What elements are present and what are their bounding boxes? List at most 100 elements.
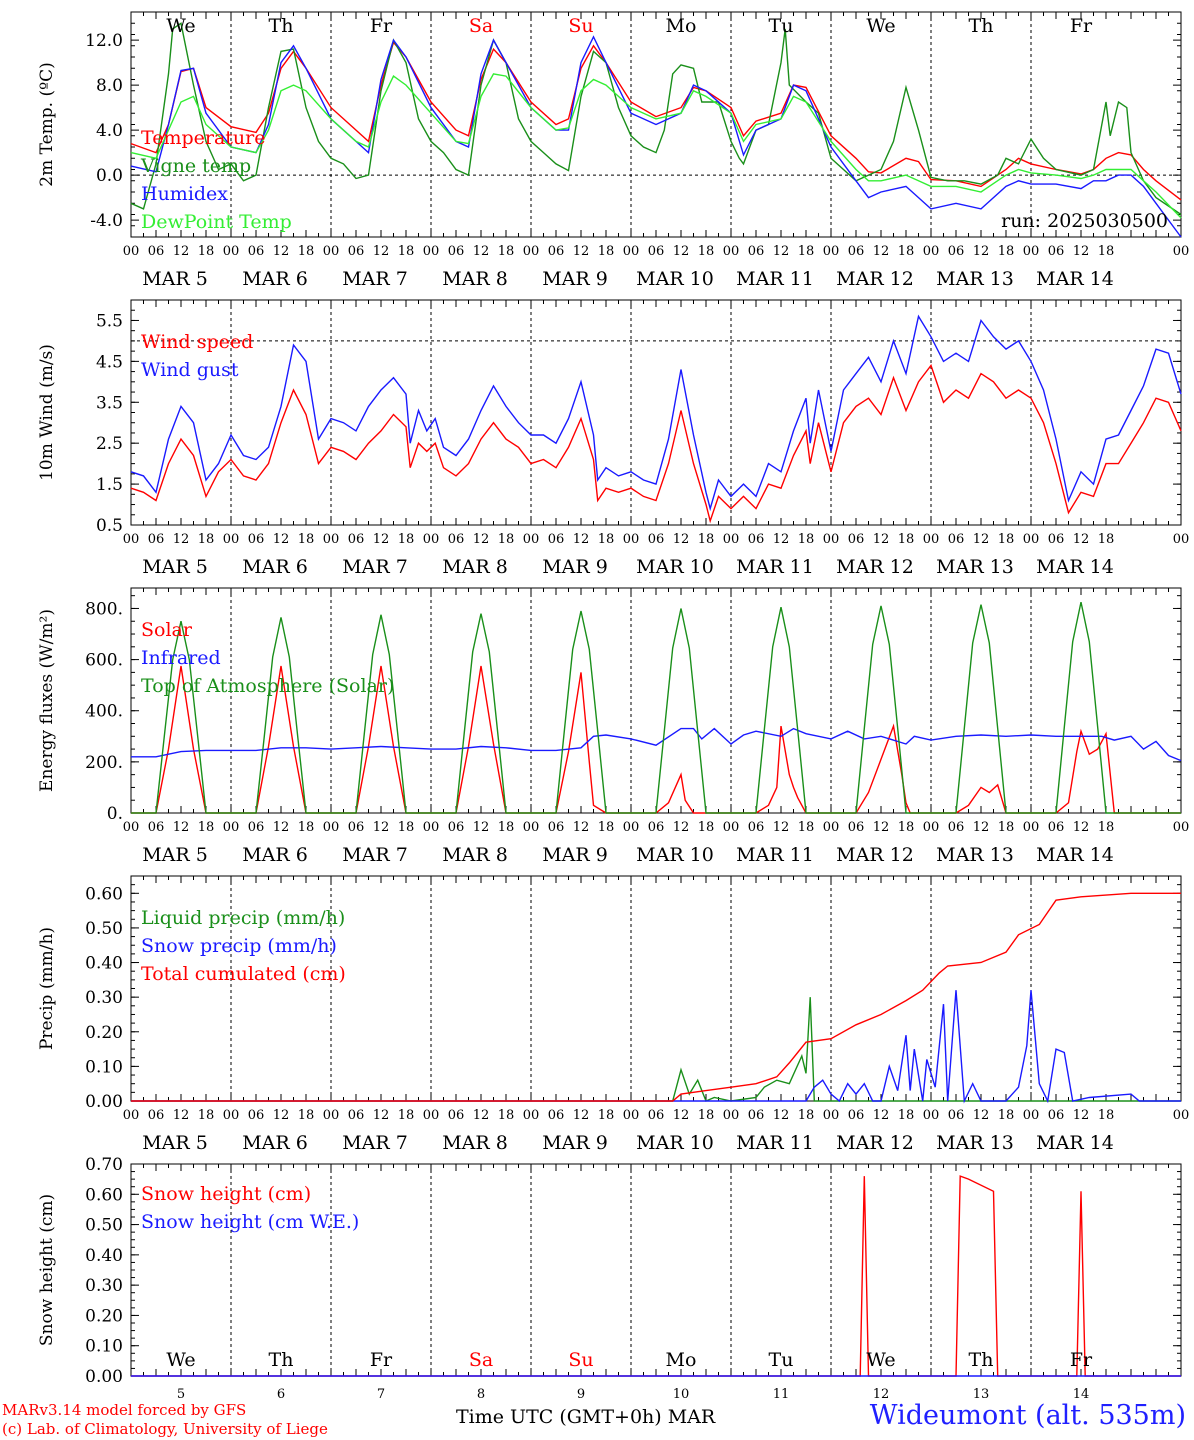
hour-tick-label: 06 — [1048, 820, 1065, 835]
date-number: 12 — [873, 1387, 890, 1402]
date-label: MAR 9 — [542, 268, 608, 290]
y-tick-label: 0.60 — [85, 884, 123, 904]
hour-tick-label: 00 — [423, 532, 440, 547]
y-tick-label: 0.50 — [85, 919, 123, 939]
date-label: MAR 7 — [342, 556, 408, 578]
y-tick-label: 5.5 — [96, 311, 123, 331]
hour-tick-label: 00 — [1023, 532, 1040, 547]
legend-label: Snow height (cm) — [141, 1183, 311, 1205]
hour-tick-label: 18 — [1098, 532, 1115, 547]
y-tick-label: 600. — [85, 651, 123, 671]
date-label: MAR 6 — [242, 556, 308, 578]
hour-tick-label: 00 — [523, 244, 540, 259]
y-tick-label: 2.5 — [96, 434, 123, 454]
hour-tick-label: 12 — [273, 532, 290, 547]
series-line-humidex — [130, 35, 1182, 238]
hour-tick-label: 18 — [198, 532, 215, 547]
y-tick-label: 4.5 — [96, 352, 123, 372]
hour-tick-label: 06 — [148, 244, 165, 259]
hour-tick-label: 12 — [173, 532, 190, 547]
hour-tick-label: 12 — [273, 820, 290, 835]
hour-tick-label: 18 — [198, 244, 215, 259]
day-name: Th — [269, 15, 294, 37]
date-label: MAR 13 — [936, 844, 1014, 866]
hour-tick-label: 00 — [823, 1108, 840, 1123]
hour-tick-label: 06 — [348, 1108, 365, 1123]
hour-tick-label: 12 — [573, 244, 590, 259]
y-tick-label: 200. — [85, 753, 123, 773]
hour-tick-label: 18 — [398, 532, 415, 547]
date-label: MAR 8 — [442, 268, 508, 290]
hour-tick-label: 12 — [173, 820, 190, 835]
date-label: MAR 5 — [142, 268, 208, 290]
y-axis-title: 2m Temp. (ºC) — [37, 62, 57, 187]
hour-tick-label: 06 — [648, 820, 665, 835]
hour-tick-label: 06 — [1048, 1108, 1065, 1123]
legend-label: Snow precip (mm/h) — [141, 935, 337, 957]
date-number: 7 — [377, 1387, 385, 1402]
hour-tick-label: 00 — [1023, 1108, 1040, 1123]
date-label: MAR 7 — [342, 844, 408, 866]
hour-tick-label: 06 — [548, 532, 565, 547]
hour-tick-label: 12 — [1073, 820, 1090, 835]
hour-tick-label: 18 — [498, 244, 515, 259]
day-name: Th — [269, 1349, 294, 1371]
date-label: MAR 6 — [242, 844, 308, 866]
hour-tick-label: 18 — [398, 244, 415, 259]
y-axis-title: Energy fluxes (W/m²) — [37, 609, 57, 792]
day-name: Fr — [370, 1349, 393, 1371]
hour-tick-label: 18 — [598, 820, 615, 835]
legend-label: Solar — [141, 619, 193, 641]
hour-tick-label: 18 — [698, 244, 715, 259]
legend-label: DewPoint Temp — [141, 211, 292, 233]
hour-tick-label: 00 — [323, 820, 340, 835]
y-tick-label: 0.20 — [85, 1306, 123, 1326]
date-label: MAR 5 — [142, 844, 208, 866]
date-label: MAR 11 — [736, 1132, 814, 1154]
hour-tick-label: 06 — [948, 1108, 965, 1123]
hour-tick-label: 18 — [498, 532, 515, 547]
hour-tick-label: 18 — [398, 820, 415, 835]
y-tick-label: 0.00 — [85, 1092, 123, 1112]
day-name: Tu — [769, 15, 794, 37]
date-label: MAR 14 — [1036, 1132, 1114, 1154]
date-label: MAR 9 — [542, 1132, 608, 1154]
day-name: Sa — [469, 1349, 493, 1371]
legend-label: Infrared — [141, 647, 221, 669]
date-label: MAR 12 — [836, 844, 914, 866]
date-number: 9 — [577, 1387, 585, 1402]
date-label: MAR 8 — [442, 556, 508, 578]
legend-label: Top of Atmosphere (Solar) — [141, 675, 394, 697]
legend-label: Humidex — [141, 183, 228, 205]
hour-tick-label: 18 — [298, 532, 315, 547]
hour-tick-label: 12 — [473, 532, 490, 547]
legend-label: Wind speed — [141, 331, 253, 353]
hour-tick-label: 12 — [773, 244, 790, 259]
date-label: MAR 12 — [836, 268, 914, 290]
hour-tick-label: 12 — [873, 1108, 890, 1123]
hour-tick-label: 18 — [998, 532, 1015, 547]
hour-tick-label: 00 — [423, 820, 440, 835]
hour-tick-label: 00 — [323, 1108, 340, 1123]
hour-tick-label: 06 — [548, 1108, 565, 1123]
hour-tick-label: 12 — [573, 1108, 590, 1123]
hour-tick-label: 18 — [498, 820, 515, 835]
hour-tick-label: 18 — [598, 532, 615, 547]
hour-tick-label: 18 — [1098, 1108, 1115, 1123]
hour-tick-label: 12 — [773, 820, 790, 835]
y-axis-title: Snow height (cm) — [37, 1194, 57, 1346]
hour-tick-label: 18 — [698, 532, 715, 547]
hour-tick-label: 00 — [723, 532, 740, 547]
y-tick-label: 0.60 — [85, 1185, 123, 1205]
panel-2 — [130, 299, 1182, 526]
hour-tick-label: 12 — [673, 244, 690, 259]
hour-tick-label: 06 — [648, 1108, 665, 1123]
day-name: We — [166, 15, 195, 37]
plot-frame — [130, 299, 1182, 526]
hour-tick-label: 12 — [273, 1108, 290, 1123]
hour-tick-label: 06 — [348, 820, 365, 835]
hour-tick-label: 00 — [1023, 820, 1040, 835]
hour-tick-label: 00 — [823, 820, 840, 835]
hour-tick-label: 18 — [798, 1108, 815, 1123]
hour-tick-label: 00 — [723, 820, 740, 835]
